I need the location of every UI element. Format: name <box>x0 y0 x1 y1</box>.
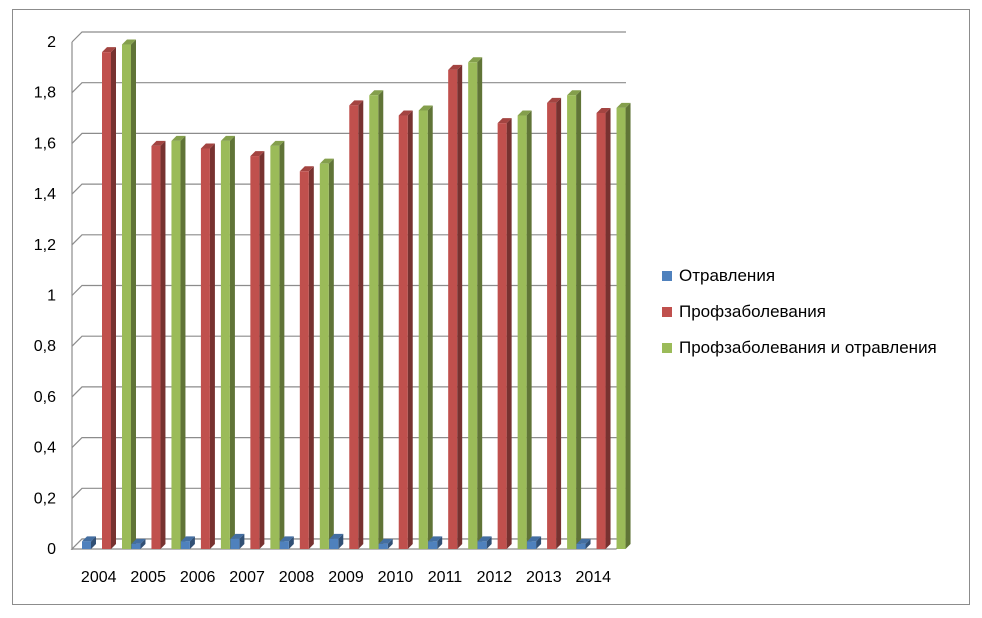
bar <box>517 110 532 549</box>
bar <box>497 118 512 550</box>
x-tick-label: 2011 <box>428 569 463 586</box>
y-tick-label: 0,6 <box>34 389 56 406</box>
y-tick-label: 0,8 <box>34 338 56 355</box>
legend-swatch-occupational-diseases <box>662 307 672 317</box>
bar <box>527 536 542 549</box>
y-tick-labels: 0 0,2 0,4 0,6 0,8 1 1,2 1,4 1,6 1,8 2 <box>34 34 56 558</box>
y-tick-label: 1,8 <box>34 85 56 102</box>
x-tick-labels: 2004 2005 2006 2007 2008 2009 2010 2011 2012 2013… <box>81 569 611 586</box>
bar <box>468 57 483 549</box>
bar <box>171 135 186 550</box>
x-tick-label: 2004 <box>81 569 117 586</box>
bar <box>200 143 215 549</box>
bar <box>299 166 314 549</box>
gridline <box>71 284 626 296</box>
bar <box>378 538 393 549</box>
bar <box>349 100 364 549</box>
y-tick-label: 1,6 <box>34 135 56 152</box>
bar <box>477 536 492 549</box>
y-tick-label: 1 <box>47 288 56 305</box>
bar <box>418 105 433 549</box>
y-tick-label: 2 <box>47 34 56 51</box>
legend-swatch-combined <box>662 343 672 353</box>
gridline <box>71 386 626 398</box>
legend-item-combined: Профзаболевания и отравления <box>662 330 937 366</box>
gridline <box>71 234 626 246</box>
gridline <box>71 31 626 43</box>
bar <box>596 107 611 549</box>
bar <box>82 536 96 549</box>
y-tick-label: 0,2 <box>34 490 56 507</box>
gridline <box>71 437 626 449</box>
x-tick-label: 2013 <box>526 569 562 586</box>
bar <box>230 533 245 549</box>
bar <box>250 151 265 549</box>
bar <box>102 47 116 549</box>
legend-label-occupational-diseases: Профзаболевания <box>679 302 826 321</box>
y-tick-label: 0,4 <box>34 440 56 457</box>
legend-item-occupational-diseases: Профзаболевания <box>662 294 937 330</box>
bar <box>547 97 562 549</box>
x-tick-label: 2009 <box>328 569 364 586</box>
x-tick-label: 2005 <box>130 569 166 586</box>
legend-label-poisoning: Отравления <box>679 266 776 285</box>
bar <box>428 536 443 549</box>
gridline <box>71 335 626 347</box>
x-tick-label: 2007 <box>229 569 265 586</box>
bar <box>329 533 344 549</box>
bar <box>180 536 195 549</box>
bar <box>616 102 631 549</box>
legend-item-poisoning: Отравления <box>662 258 937 294</box>
y-tick-label: 1,4 <box>34 186 56 203</box>
bar <box>369 90 384 550</box>
bar <box>122 39 136 549</box>
x-tick-label: 2012 <box>477 569 513 586</box>
legend-swatch-poisoning <box>662 271 672 281</box>
bar <box>151 140 166 549</box>
bar <box>131 538 146 549</box>
bars <box>82 39 631 550</box>
bar <box>270 140 285 549</box>
bar <box>567 90 582 550</box>
bar <box>220 135 235 550</box>
gridline <box>71 183 626 195</box>
gridline <box>71 132 626 144</box>
x-tick-label: 2008 <box>279 569 315 586</box>
legend-label-combined: Профзаболевания и отравления <box>679 338 937 357</box>
bar <box>448 64 463 549</box>
x-tick-label: 2006 <box>180 569 216 586</box>
bar <box>576 538 591 549</box>
y-tick-label: 0 <box>47 541 56 558</box>
gridline <box>71 82 626 94</box>
bar <box>398 110 413 549</box>
legend: Отравления Профзаболевания Профзаболеван… <box>662 258 937 366</box>
y-tick-label: 1,2 <box>34 237 56 254</box>
gridline <box>71 487 626 499</box>
x-tick-label: 2014 <box>575 569 611 586</box>
x-tick-label: 2010 <box>378 569 414 586</box>
bar <box>279 536 294 549</box>
bar <box>319 158 334 549</box>
